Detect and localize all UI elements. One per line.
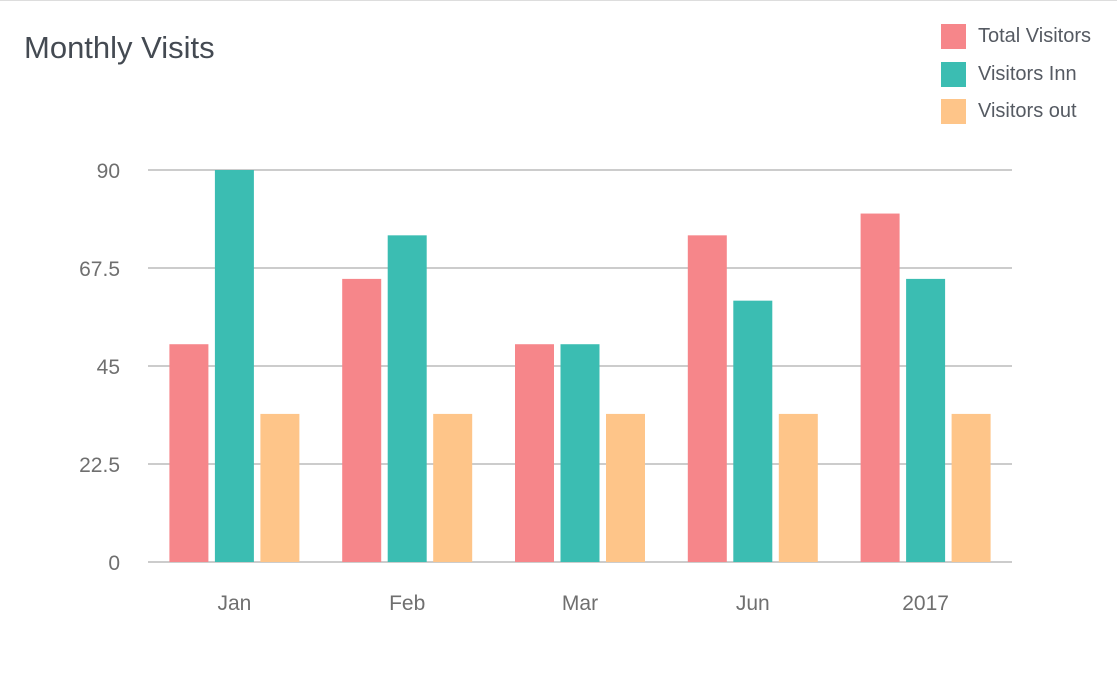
legend-swatch-visitors-out [941,99,966,124]
bar-visitors-out-2017[interactable] [951,413,991,562]
y-tick-label: 90 [97,160,120,183]
legend-label-visitors-out: Visitors out [978,100,1077,122]
x-tick-label: 2017 [902,592,949,615]
y-tick-label: 0 [108,552,120,575]
legend-item-visitors-inn[interactable]: Visitors Inn [941,61,1091,87]
bar-visitors-inn-2017[interactable] [906,278,946,562]
chart-legend: Total Visitors Visitors Inn Visitors out [941,24,1091,137]
y-tick-label: 22.5 [79,454,120,477]
y-axis-tick-labels: 0 22.5 45 67.5 90 [79,160,120,575]
y-tick-label: 45 [97,356,120,379]
x-tick-label: Jan [217,592,251,615]
legend-item-total-visitors[interactable]: Total Visitors [941,24,1091,49]
legend-label-total-visitors: Total Visitors [978,25,1092,47]
top-border [0,0,1117,1]
legend-item-visitors-out[interactable]: Visitors out [941,99,1091,124]
bar-visitors-out-jan[interactable] [260,413,300,562]
bar-visitors-inn-jan[interactable] [214,170,254,562]
bar-visitors-inn-feb[interactable] [387,235,427,563]
x-tick-label: Jun [736,592,770,615]
bar-total-visitors-2017[interactable] [860,213,900,563]
bar-total-visitors-mar[interactable] [515,344,554,562]
bar-total-visitors-jan[interactable] [169,344,209,562]
y-tick-label: 67.5 [79,258,120,281]
legend-label-visitors-inn: Visitors Inn [978,62,1077,85]
x-tick-label: Feb [389,592,425,615]
bar-visitors-out-jun[interactable] [778,413,818,562]
bar-visitors-out-feb[interactable] [433,413,473,562]
x-axis-tick-labels: Jan Feb Mar Jun 2017 [217,592,948,615]
x-tick-label: Mar [562,592,598,615]
bar-visitors-inn-mar[interactable] [560,344,600,562]
bar-visitors-out-mar[interactable] [606,413,645,562]
bar-total-visitors-feb[interactable] [342,278,382,562]
chart-bars [169,170,991,563]
bar-total-visitors-jun[interactable] [687,235,727,563]
chart-title: Monthly Visits [24,30,215,65]
bar-visitors-inn-jun[interactable] [733,300,773,562]
legend-swatch-total-visitors [941,24,966,49]
legend-swatch-visitors-inn [941,61,966,87]
